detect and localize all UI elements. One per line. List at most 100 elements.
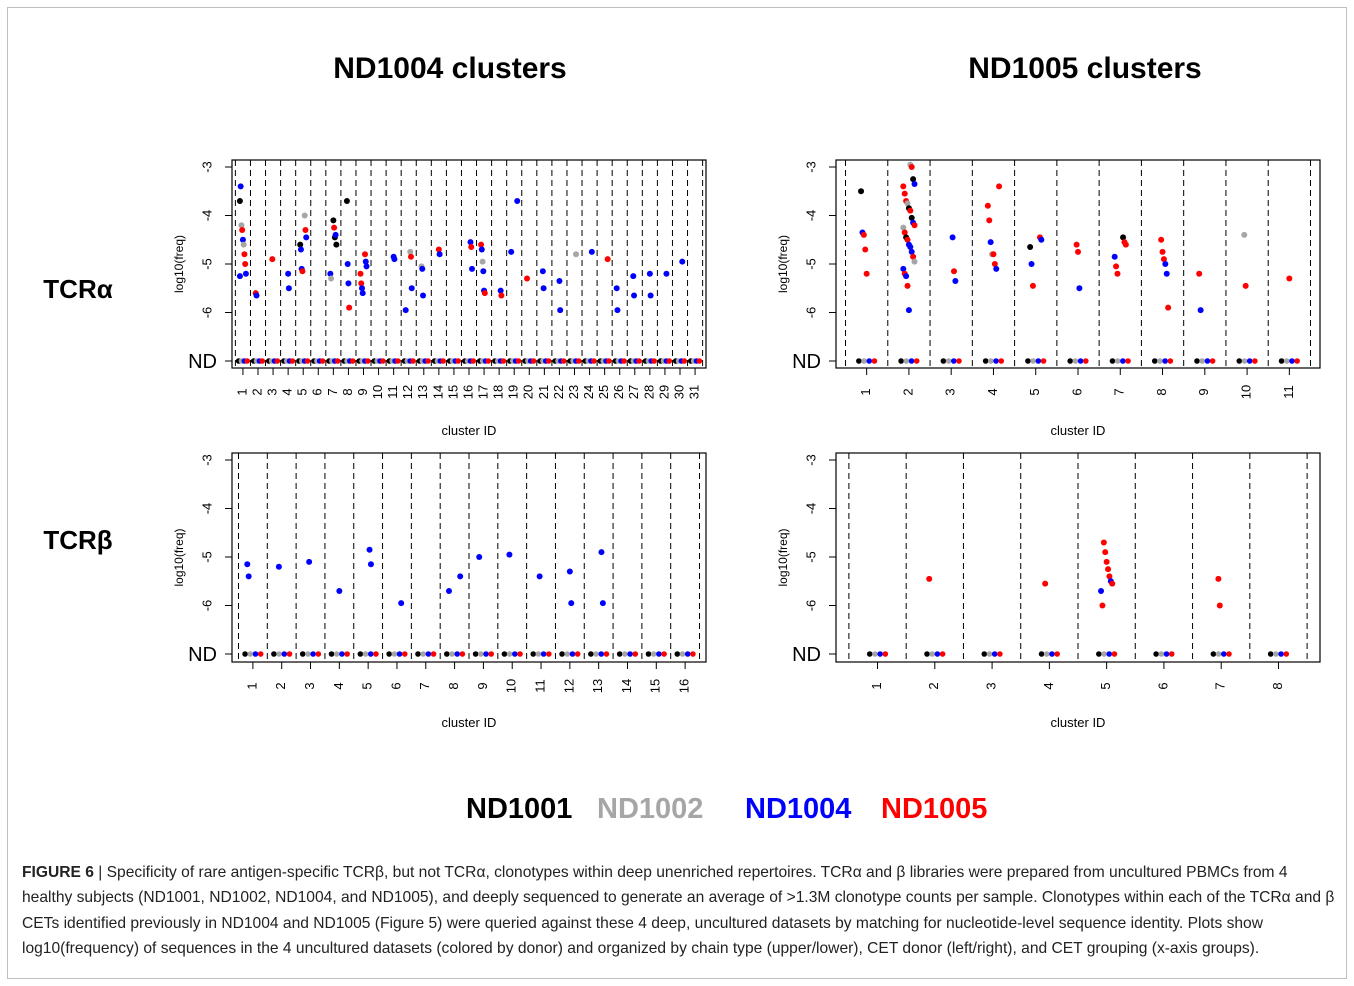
data-point-nd1005 xyxy=(1114,270,1121,277)
x-tick-label: 7 xyxy=(1112,388,1127,395)
x-axis-label: cluster ID xyxy=(1051,423,1106,438)
data-point-nd1005 xyxy=(991,261,998,267)
nd-point-nd1005 xyxy=(430,651,437,657)
data-point-nd1002 xyxy=(238,222,245,229)
nd-point-nd1001 xyxy=(1067,358,1073,364)
y-tick-label: -5 xyxy=(803,258,818,270)
nd-point-nd1002 xyxy=(679,651,686,657)
nd-point-nd1005 xyxy=(1083,358,1089,364)
nd-point-nd1001 xyxy=(866,651,873,657)
y-tick-label: -3 xyxy=(803,161,818,173)
nd-point-nd1004 xyxy=(1106,651,1113,657)
nd-point-nd1005 xyxy=(621,358,627,364)
nd-point-nd1004 xyxy=(1077,358,1084,364)
nd-point-nd1005 xyxy=(882,651,889,657)
data-point-nd1004 xyxy=(436,251,443,258)
data-point-nd1004 xyxy=(514,197,521,204)
data-point-nd1005 xyxy=(1196,270,1203,277)
nd-point-nd1001 xyxy=(1194,358,1200,364)
data-point-nd1004 xyxy=(358,285,365,292)
nd-point-nd1005 xyxy=(425,358,431,364)
data-point-nd1004 xyxy=(366,546,373,553)
nd-point-nd1004 xyxy=(339,651,345,657)
nd-point-nd1002 xyxy=(1215,651,1222,657)
data-point-nd1005 xyxy=(239,227,246,234)
nd-point-nd1001 xyxy=(1025,358,1031,364)
y-tick-label: -4 xyxy=(803,503,818,515)
data-point-nd1004 xyxy=(598,549,605,556)
data-point-nd1005 xyxy=(331,224,338,231)
nd-point-nd1001 xyxy=(856,358,862,364)
x-tick-label: 15 xyxy=(648,679,663,693)
nd-point-nd1001 xyxy=(328,651,335,657)
nd-point-nd1001 xyxy=(1151,358,1158,364)
figure-frame xyxy=(7,7,1347,979)
x-tick-label: 11 xyxy=(385,385,400,399)
data-point-nd1005 xyxy=(242,261,249,267)
x-tick-label: 2 xyxy=(926,682,941,689)
nd-point-nd1002 xyxy=(622,651,628,657)
nd-point-nd1005 xyxy=(956,358,962,364)
nd-point-nd1001 xyxy=(271,651,277,657)
nd-point-nd1005 xyxy=(380,358,386,364)
nd-point-nd1005 xyxy=(1294,358,1300,364)
data-point-nd1005 xyxy=(346,304,353,311)
nd-point-nd1001 xyxy=(415,651,421,657)
nd-point-nd1001 xyxy=(386,651,392,657)
data-point-nd1004 xyxy=(480,268,487,275)
data-point-nd1005 xyxy=(901,229,908,236)
data-point-nd1004 xyxy=(402,307,409,314)
data-point-nd1002 xyxy=(904,200,911,207)
nd-point-nd1001 xyxy=(1096,651,1102,657)
data-point-nd1005 xyxy=(357,270,364,277)
x-tick-label: 3 xyxy=(265,388,280,395)
nd-point-nd1002 xyxy=(506,651,513,657)
data-point-nd1004 xyxy=(245,573,252,580)
data-point-nd1005 xyxy=(1122,241,1129,248)
data-point-nd1005 xyxy=(1029,282,1036,289)
nd-point-nd1002 xyxy=(564,651,571,657)
data-point-nd1004 xyxy=(568,600,575,607)
y-tick-label: -3 xyxy=(199,161,214,173)
nd-point-nd1005 xyxy=(410,358,416,364)
data-point-nd1005 xyxy=(1102,549,1109,556)
nd-point-nd1005 xyxy=(632,651,639,657)
x-tick-label: 8 xyxy=(446,682,461,689)
row-label-tcra: TCRα xyxy=(43,274,112,304)
y-tick-label: -4 xyxy=(199,503,214,515)
data-point-nd1004 xyxy=(237,183,244,190)
x-tick-label: 10 xyxy=(1239,385,1254,399)
y-tick-label: -3 xyxy=(199,454,214,466)
nd-point-nd1002 xyxy=(276,651,282,657)
y-tick-label: -5 xyxy=(199,258,214,270)
nd-point-nd1005 xyxy=(395,358,401,364)
data-point-nd1001 xyxy=(236,197,243,204)
data-point-nd1004 xyxy=(303,234,310,241)
nd-point-nd1004 xyxy=(281,651,288,657)
data-point-nd1005 xyxy=(950,268,957,275)
data-point-nd1004 xyxy=(363,263,370,270)
x-tick-label: 4 xyxy=(280,388,295,395)
x-tick-label: 24 xyxy=(581,385,596,399)
data-point-nd1005 xyxy=(241,251,248,258)
x-tick-label: 5 xyxy=(295,388,310,395)
data-point-nd1002 xyxy=(911,258,918,265)
data-point-nd1004 xyxy=(476,554,483,560)
nd-point-nd1002 xyxy=(1101,651,1107,657)
data-point-nd1004 xyxy=(663,270,670,277)
data-point-nd1004 xyxy=(408,285,415,292)
nd-point-nd1002 xyxy=(903,358,910,364)
data-point-nd1005 xyxy=(904,236,911,243)
nd-point-nd1001 xyxy=(242,651,248,657)
nd-point-nd1002 xyxy=(1199,358,1206,364)
y-tick-label-nd: ND xyxy=(792,644,821,666)
data-point-nd1004 xyxy=(907,244,914,251)
data-point-nd1005 xyxy=(996,183,1003,190)
nd-point-nd1004 xyxy=(1120,358,1126,364)
x-tick-label: 4 xyxy=(1041,682,1056,689)
y-axis-label: log10(freq) xyxy=(172,528,186,586)
data-point-nd1004 xyxy=(497,287,504,294)
nd-point-nd1005 xyxy=(606,358,612,364)
nd-point-nd1004 xyxy=(993,358,999,364)
data-point-nd1004 xyxy=(1076,285,1083,292)
